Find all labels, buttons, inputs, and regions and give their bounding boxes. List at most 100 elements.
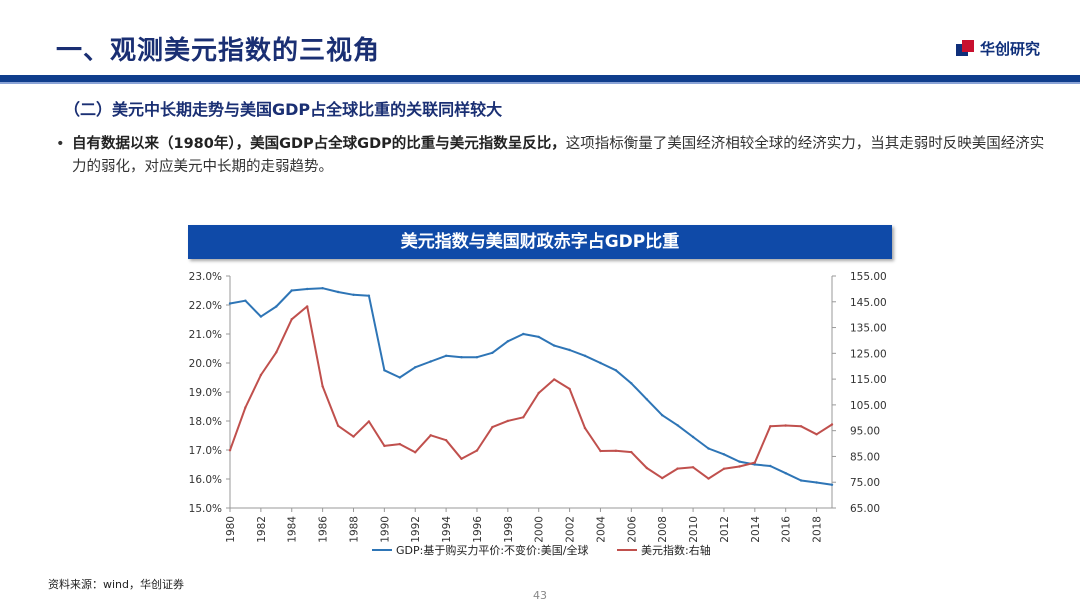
data-point-dollar-index — [321, 385, 324, 388]
y-left-tick-label: 15.0% — [189, 503, 222, 515]
data-point-dollar-index — [645, 466, 648, 470]
x-tick-label: 1998 — [503, 516, 515, 543]
bullet-marker: • — [56, 136, 65, 152]
data-point-us-gdp-share — [722, 453, 726, 456]
x-tick-label: 2016 — [781, 516, 793, 543]
y-left-tick-label: 16.0% — [189, 474, 222, 486]
data-point-us-gdp-share — [522, 332, 525, 336]
x-tick-label: 1992 — [410, 516, 422, 543]
data-point-us-gdp-share — [460, 356, 463, 359]
y-left-tick-label: 22.0% — [189, 300, 222, 312]
data-point-us-gdp-share — [769, 464, 772, 468]
data-point-us-gdp-share — [429, 360, 432, 363]
y-right-tick-label: 85.00 — [850, 451, 880, 463]
bullet-text: 自有数据以来（1980年），美国GDP占全球GDP的比重与美元指数呈反比，这项指… — [72, 133, 1046, 179]
brand-name: 华创研究 — [979, 40, 1040, 58]
data-point-dollar-index — [491, 425, 494, 429]
data-point-us-gdp-share — [244, 299, 247, 302]
bullet-paragraph: • 自有数据以来（1980年），美国GDP占全球GDP的比重与美元指数呈反比，这… — [56, 133, 1046, 179]
chart-title: 美元指数与美国财政赤字占GDP比重 — [188, 225, 892, 259]
bullet-normal-text: 这项指标衡量了美国经济相较全球的经济实力，当其走弱时反映美国经济实力的弱化，对应… — [72, 136, 1045, 175]
data-point-dollar-index — [444, 439, 448, 442]
series-line-dollar-index — [229, 305, 833, 480]
title-divider — [0, 75, 1080, 82]
data-point-dollar-index — [460, 457, 463, 460]
data-point-us-gdp-share — [321, 287, 324, 290]
data-point-us-gdp-share — [275, 305, 278, 308]
x-tick-label: 2000 — [534, 516, 546, 543]
data-point-dollar-index — [414, 451, 417, 454]
y-right-tick-label: 125.00 — [850, 348, 887, 360]
data-point-us-gdp-share — [738, 460, 741, 463]
y-left-tick-label: 23.0% — [189, 271, 222, 283]
page-number: 43 — [533, 589, 547, 602]
data-point-us-gdp-share — [799, 479, 803, 482]
x-tick-label: 1986 — [318, 516, 330, 543]
data-point-us-gdp-share — [676, 424, 679, 427]
x-tick-label: 1996 — [472, 516, 484, 543]
data-point-dollar-index — [691, 466, 695, 469]
data-point-dollar-index — [614, 449, 618, 452]
data-point-dollar-index — [784, 424, 787, 427]
data-point-dollar-index — [799, 425, 803, 428]
y-left-tick-label: 19.0% — [189, 387, 222, 399]
data-point-dollar-index — [290, 318, 293, 321]
x-tick-label: 1982 — [256, 516, 268, 543]
data-point-us-gdp-share — [398, 376, 401, 379]
dollar-gdp-chart: 15.0% 16.0% 17.0% 18.0% 19.0% 20.0% 21.0% 22.0%… — [189, 271, 887, 557]
data-point-us-gdp-share — [306, 287, 309, 291]
data-point-us-gdp-share — [537, 335, 540, 339]
data-point-us-gdp-share — [352, 293, 355, 296]
data-point-us-gdp-share — [784, 472, 787, 475]
data-point-us-gdp-share — [583, 354, 587, 357]
data-point-us-gdp-share — [414, 366, 417, 369]
y-left-tick-label: 21.0% — [189, 329, 222, 341]
data-point-dollar-index — [738, 465, 741, 468]
x-tick-label: 2018 — [812, 516, 824, 543]
data-point-dollar-index — [599, 449, 602, 453]
data-point-dollar-index — [383, 444, 386, 448]
x-tick-label: 1994 — [441, 516, 453, 543]
x-tick-label: 2008 — [657, 516, 669, 543]
data-point-dollar-index — [568, 387, 571, 391]
data-point-dollar-index — [475, 449, 479, 452]
data-point-us-gdp-share — [383, 369, 386, 372]
y-left-tick-label: 17.0% — [189, 445, 222, 457]
data-point-dollar-index — [583, 426, 587, 430]
data-point-us-gdp-share — [830, 483, 834, 486]
data-point-dollar-index — [352, 435, 355, 438]
data-point-dollar-index — [429, 434, 432, 437]
data-point-dollar-index — [676, 467, 679, 470]
y-right-tick-label: 65.00 — [850, 503, 880, 515]
y-right-tick-label: 135.00 — [850, 323, 887, 335]
data-point-us-gdp-share — [290, 289, 293, 292]
data-point-dollar-index — [830, 423, 834, 426]
data-point-us-gdp-share — [444, 354, 448, 357]
x-tick-label: 2012 — [719, 516, 731, 543]
data-point-us-gdp-share — [691, 435, 695, 439]
brand-mark-icon — [955, 39, 974, 58]
y-right-tick-label: 145.00 — [850, 297, 887, 309]
y-right-tick-label: 75.00 — [850, 477, 880, 489]
data-point-dollar-index — [769, 425, 772, 428]
data-point-dollar-index — [553, 378, 556, 381]
data-point-dollar-index — [815, 433, 818, 436]
y-right-tick-label: 155.00 — [850, 271, 887, 283]
source-note: 资料来源：wind，华创证券 — [48, 578, 185, 591]
legend-label-us-gdp-share: GDP:基于购买力平价:不变价:美国/全球 — [396, 543, 588, 557]
y-left-tick-label: 18.0% — [189, 416, 222, 428]
brand-logo: 华创研究 — [955, 38, 1040, 59]
section-heading: （二）美元中长期走势与美国GDP占全球比重的关联同样较大 — [64, 100, 503, 119]
x-tick-label: 2006 — [626, 516, 638, 543]
data-point-us-gdp-share — [568, 348, 571, 352]
data-point-us-gdp-share — [336, 290, 340, 294]
data-point-us-gdp-share — [228, 302, 232, 305]
x-tick-label: 2002 — [565, 516, 577, 543]
x-tick-label: 2010 — [688, 516, 700, 543]
x-tick-label: 1984 — [287, 516, 299, 543]
y-right-tick-label: 95.00 — [850, 426, 880, 438]
bullet-bold-text: 自有数据以来（1980年），美国GDP占全球GDP的比重与美元指数呈反比， — [72, 136, 566, 152]
data-point-us-gdp-share — [367, 294, 371, 297]
data-point-us-gdp-share — [259, 315, 263, 318]
data-point-dollar-index — [707, 477, 710, 480]
